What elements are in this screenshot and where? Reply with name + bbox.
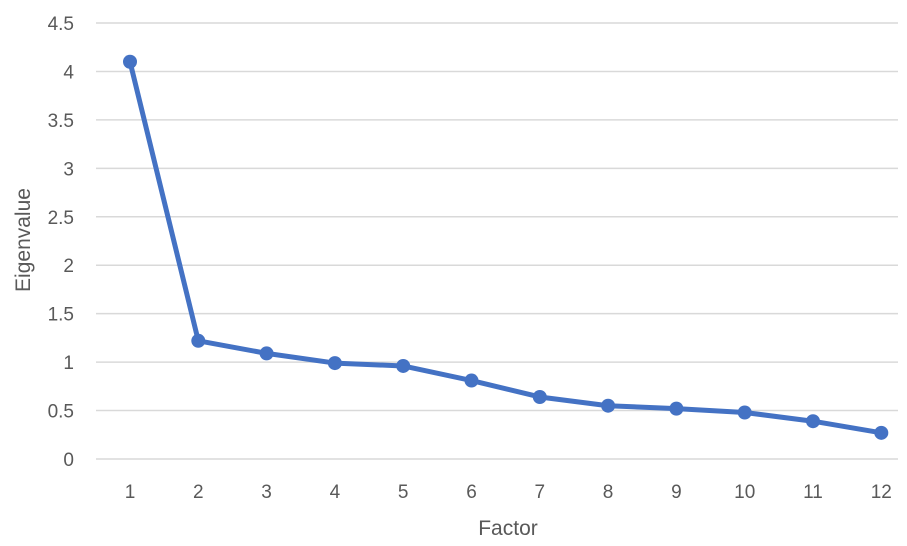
y-tick-label: 4.5	[48, 14, 74, 35]
x-tick-label: 5	[398, 482, 409, 503]
x-tick-label: 11	[803, 482, 823, 503]
series-points	[123, 54, 889, 440]
x-tick-label: 9	[671, 482, 682, 503]
x-tick-label: 7	[535, 482, 546, 503]
x-tick-label: 3	[261, 482, 272, 503]
y-tick-label: 2	[63, 256, 74, 277]
x-axis-title: Factor	[478, 517, 538, 540]
y-axis-tick-labels: 0 0.5 1 1.5 2 2.5 3 3.5 4 4.5	[48, 14, 75, 471]
y-tick-label: 3.5	[48, 111, 74, 132]
data-point	[123, 54, 137, 69]
x-tick-label: 4	[330, 482, 341, 503]
data-point	[532, 389, 547, 404]
data-point	[601, 398, 616, 413]
y-tick-label: 4	[63, 62, 74, 83]
data-point	[464, 373, 479, 388]
x-tick-label: 2	[193, 482, 204, 503]
data-point	[806, 414, 820, 429]
y-tick-label: 1.5	[48, 305, 74, 326]
y-tick-label: 1	[63, 353, 74, 374]
x-tick-label: 8	[603, 482, 614, 503]
data-point	[191, 333, 206, 348]
y-tick-label: 0.5	[48, 402, 74, 423]
gridlines	[96, 22, 898, 460]
x-tick-label: 6	[466, 482, 477, 503]
y-tick-label: 3	[63, 159, 74, 180]
y-tick-label: 0	[63, 450, 74, 471]
y-axis-title: Eigenvalue	[12, 188, 35, 292]
x-tick-label: 12	[871, 482, 892, 503]
series-line	[127, 59, 884, 436]
data-point	[669, 401, 684, 416]
data-point	[874, 425, 889, 440]
x-axis-tick-labels: 1 2 3 4 5 6 7 8 9 10 11 12	[125, 482, 892, 503]
data-point	[327, 356, 342, 371]
series-line-layer	[127, 59, 884, 436]
data-point	[396, 358, 411, 373]
y-tick-label: 2.5	[48, 208, 74, 229]
x-tick-label: 1	[125, 482, 136, 503]
x-tick-label: 10	[734, 482, 755, 503]
data-point	[737, 405, 752, 420]
data-point	[259, 346, 274, 361]
